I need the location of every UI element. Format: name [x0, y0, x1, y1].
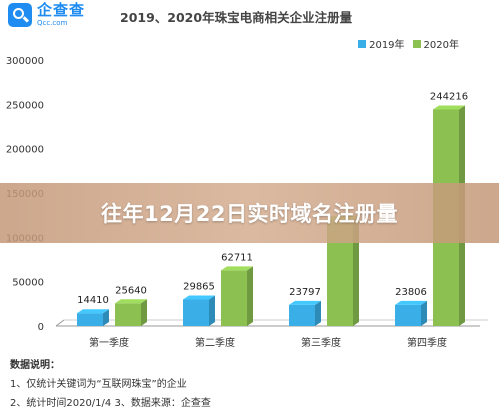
bar — [395, 304, 421, 326]
bar — [115, 303, 141, 326]
bar — [77, 313, 103, 326]
legend-item-2019: 2019年 — [358, 36, 405, 51]
data-label: 23797 — [289, 287, 321, 298]
data-label: 244216 — [430, 91, 468, 102]
legend-item-2020: 2020年 — [412, 36, 459, 51]
chart-legend: 2019年 2020年 — [358, 36, 459, 51]
bar-side — [141, 299, 147, 326]
bar-side — [103, 309, 109, 326]
logo-en-text: Qcc.com — [37, 19, 68, 27]
bar — [183, 299, 209, 326]
qcc-logo: 企查查 Qcc.com — [8, 3, 85, 27]
x-tick-label: 第一季度 — [89, 336, 129, 349]
bar-top — [77, 309, 109, 314]
y-tick-label: 200000 — [6, 145, 44, 156]
notes-line-1: 1、仅统计关键词为“互联网珠宝”的企业 — [10, 379, 187, 390]
y-tick-label: 300000 — [6, 56, 44, 67]
bar-side — [421, 300, 427, 326]
x-tick-label: 第三季度 — [301, 336, 341, 349]
bar-side — [209, 295, 215, 326]
legend-swatch-2020 — [412, 39, 421, 48]
y-tick-label: 250000 — [6, 100, 44, 111]
y-tick-label: 0 — [38, 322, 44, 333]
banner-text: 往年12月22日实时域名注册量 — [101, 202, 398, 226]
bar-top — [115, 299, 147, 304]
x-tick-label: 第四季度 — [407, 336, 447, 349]
bar-top — [433, 105, 465, 110]
data-notes: 数据说明： 1、仅统计关键词为“互联网珠宝”的企业 2、统计时间2020/1/4… — [10, 356, 211, 413]
data-label: 29865 — [183, 282, 215, 293]
legend-label-2020: 2020年 — [423, 40, 459, 51]
data-label: 23806 — [395, 287, 427, 298]
chart-title: 2019、2020年珠宝电商相关企业注册量 — [120, 10, 353, 25]
bar — [221, 270, 247, 326]
data-label: 25640 — [115, 285, 147, 296]
overlay-banner: 往年12月22日实时域名注册量 — [0, 183, 499, 243]
data-label: 14410 — [77, 295, 109, 306]
bar-top — [289, 300, 321, 305]
logo-cn-text: 企查查 — [37, 1, 86, 19]
bar-side — [247, 266, 253, 326]
y-tick-label: 50000 — [12, 278, 44, 289]
x-axis-depth-left — [55, 319, 65, 327]
bar-side — [353, 215, 359, 326]
x-tick-label: 第二季度 — [195, 336, 235, 349]
notes-line-2: 2、统计时间2020/1/4 3、数据来源：企查查 — [10, 398, 211, 409]
bar-top — [221, 266, 253, 271]
legend-swatch-2019 — [358, 39, 367, 48]
bar-side — [315, 300, 321, 326]
magnifier-icon — [8, 3, 32, 27]
bar-top — [183, 295, 215, 300]
bar-top — [395, 300, 427, 305]
data-label: 62711 — [221, 252, 253, 263]
legend-label-2019: 2019年 — [369, 40, 405, 51]
bar — [289, 304, 315, 326]
notes-title: 数据说明： — [10, 360, 60, 371]
